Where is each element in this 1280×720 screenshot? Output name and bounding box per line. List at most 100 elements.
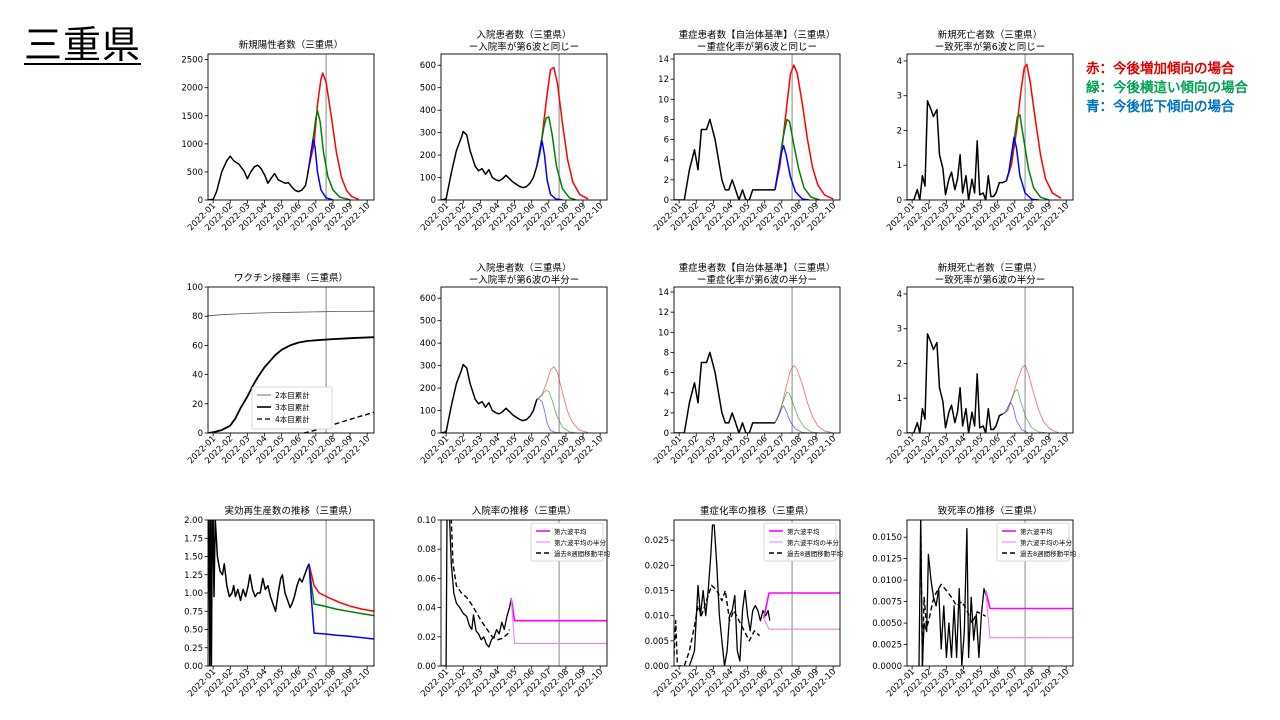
chart-subtitle: ー致死率が第6波と同じー bbox=[935, 41, 1046, 53]
plot-frame bbox=[673, 53, 841, 201]
y-tick-label: 400 bbox=[420, 106, 436, 116]
chart-panel-1: 新規陽性者数（三重県）050010001500200025002022-0120… bbox=[181, 39, 375, 233]
y-tick-label: 0 bbox=[431, 196, 436, 206]
chart-subtitle: ー重症化率が第6波の半分ー bbox=[697, 274, 817, 286]
y-tick-label: 600 bbox=[420, 294, 436, 304]
y-tick-label: 0.00 bbox=[184, 662, 203, 672]
page-title: 三重県 bbox=[24, 23, 142, 67]
y-tick-label: 8 bbox=[664, 115, 669, 125]
series-line-magenta bbox=[984, 590, 1073, 610]
chart-title: 致死率の推移（三重県） bbox=[938, 505, 1043, 517]
series-line-dashed bbox=[920, 520, 987, 666]
y-tick-label: 0 bbox=[198, 196, 203, 206]
legend-label: 4本目累計 bbox=[275, 414, 310, 424]
series-line-violet bbox=[763, 617, 840, 630]
plot-frame bbox=[440, 519, 608, 667]
y-tick-label: 600 bbox=[420, 61, 436, 71]
chart-title: 新規死亡者数（三重県） bbox=[938, 29, 1043, 41]
series-line-scenario-blue bbox=[308, 563, 374, 640]
y-tick-label: 0.015 bbox=[645, 586, 669, 596]
y-tick-label: 12 bbox=[658, 75, 669, 85]
y-tick-label: 0.0000 bbox=[872, 662, 902, 672]
y-tick-label: 10 bbox=[658, 328, 669, 338]
scenario-legend-notes: 赤：今後増加傾向の場合 緑：今後横這い傾向の場合 青：今後低下傾向の場合 bbox=[1086, 60, 1248, 117]
y-tick-label: 0 bbox=[664, 429, 669, 439]
y-tick-label: 0.000 bbox=[645, 662, 669, 672]
series-group bbox=[441, 363, 589, 433]
y-tick-label: 0.06 bbox=[417, 574, 436, 584]
series-line-observed bbox=[441, 130, 538, 200]
chart-panel-7: 重症患者数【自治体基準】（三重県）ー重症化率が第6波の半分ー 0 2 4 6 8 10 12 1… bbox=[652, 262, 841, 466]
y-tick-label: 6 bbox=[664, 136, 669, 146]
y-tick-label: 12 bbox=[658, 308, 669, 318]
y-tick-label: 300 bbox=[420, 129, 436, 139]
y-tick-label: 200 bbox=[420, 384, 436, 394]
legend-label: 過去8週間移動平均 bbox=[554, 549, 611, 558]
y-tick-label: 1.25 bbox=[184, 571, 203, 581]
series-line-scenario-red bbox=[308, 563, 374, 613]
legend-box bbox=[996, 522, 1070, 562]
legend-label: 過去8週間移動平均 bbox=[787, 549, 844, 558]
chart-title: ワクチン接種率（三重県） bbox=[234, 272, 348, 284]
chart-panel-2: 入院患者数（三重県）ー入院率が第6波と同じー 0 100 200 300 400 500 60… bbox=[419, 29, 608, 233]
series-line-scenario-red bbox=[1005, 63, 1062, 199]
series-group bbox=[907, 63, 1062, 200]
y-tick-label: 3 bbox=[897, 92, 902, 102]
series-line-observed bbox=[674, 351, 775, 433]
y-tick-label: 1500 bbox=[181, 112, 203, 122]
legend-label: 過去8週間移動平均 bbox=[1020, 549, 1077, 558]
y-tick-label: 1000 bbox=[181, 140, 203, 150]
series-line-violet bbox=[510, 598, 607, 644]
y-tick-label: 1.00 bbox=[184, 589, 203, 599]
y-tick-label: 1 bbox=[897, 161, 902, 171]
y-tick-label: 1.75 bbox=[184, 534, 203, 544]
series-line-violet bbox=[985, 590, 1073, 639]
y-tick-label: 2000 bbox=[181, 84, 203, 94]
y-tick-label: 6 bbox=[664, 369, 669, 379]
series-line-observed bbox=[441, 363, 538, 433]
legend-label: 第六波平均の半分 bbox=[554, 538, 607, 547]
series-line-scenario-blue bbox=[308, 138, 334, 200]
plot-frame bbox=[673, 519, 841, 667]
y-tick-label: 0 bbox=[664, 196, 669, 206]
legend-box bbox=[530, 522, 604, 562]
y-tick-label: 3 bbox=[897, 325, 902, 335]
chart-title: 入院患者数（三重県） bbox=[476, 262, 571, 274]
legend-label: 3本目累計 bbox=[275, 402, 310, 412]
series-line-observed bbox=[674, 118, 775, 200]
y-tick-label: 0.0150 bbox=[872, 533, 902, 543]
y-tick-label: 8 bbox=[664, 348, 669, 358]
plot-frame bbox=[906, 286, 1074, 434]
legend-label: 第六波平均 bbox=[1020, 527, 1053, 536]
series-line-dashed bbox=[674, 584, 761, 666]
legend-box bbox=[251, 386, 333, 430]
plot-frame bbox=[207, 53, 375, 201]
y-tick-label: 200 bbox=[420, 151, 436, 161]
y-tick-label: 0 bbox=[198, 429, 203, 439]
series-line-observed bbox=[907, 100, 1007, 200]
series-group bbox=[208, 520, 374, 666]
series-line-scenario-blue-light bbox=[1002, 401, 1029, 433]
y-tick-label: 2 bbox=[897, 126, 902, 136]
series-line-scenario-blue-light bbox=[774, 405, 810, 433]
y-tick-label: 0.50 bbox=[184, 626, 203, 636]
legend-label: 第六波平均の半分 bbox=[787, 538, 840, 547]
note-red: 赤：今後増加傾向の場合 bbox=[1086, 61, 1235, 77]
y-tick-label: 400 bbox=[420, 339, 436, 349]
note-green: 緑：今後横這い傾向の場合 bbox=[1086, 80, 1248, 96]
y-tick-label: 0.25 bbox=[184, 644, 203, 654]
series-group bbox=[441, 520, 607, 666]
y-tick-label: 0.00 bbox=[417, 662, 436, 672]
y-tick-label: 0.75 bbox=[184, 607, 203, 617]
series-line-scenario-red-light bbox=[536, 366, 589, 433]
series-line-thick bbox=[208, 336, 374, 433]
plot-frame bbox=[440, 286, 608, 434]
chart-subtitle: ー入院率が第6波と同じー bbox=[469, 41, 580, 53]
chart-panel-5: ワクチン接種率（三重県）0204060801002022-012022-0220… bbox=[186, 272, 375, 466]
note-blue: 青：今後低下傾向の場合 bbox=[1086, 99, 1235, 115]
chart-title: 重症患者数【自治体基準】（三重県） bbox=[679, 262, 836, 274]
y-tick-label: 0.0075 bbox=[872, 598, 902, 608]
series-line-dashed bbox=[450, 520, 511, 641]
